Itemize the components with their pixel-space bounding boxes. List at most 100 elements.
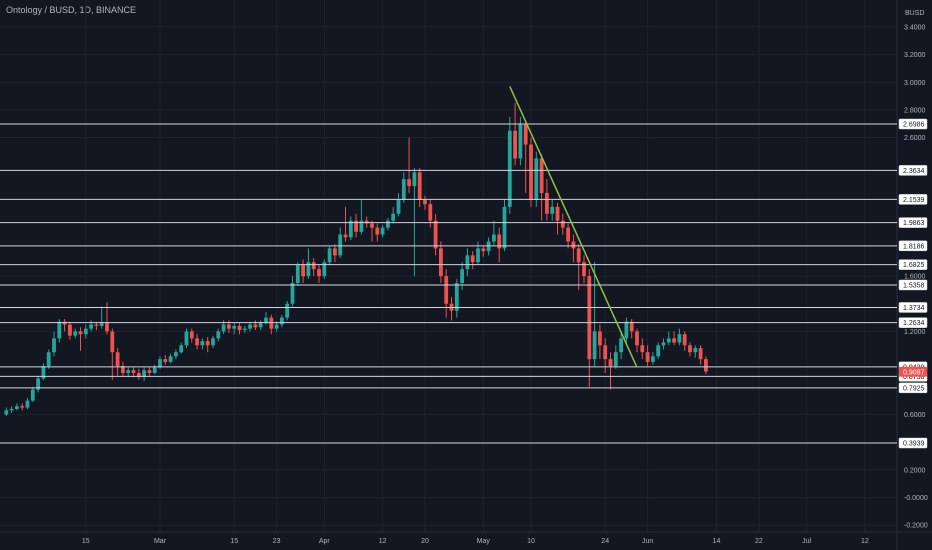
candle-body [227, 324, 231, 329]
candle-body [476, 248, 480, 263]
candle-body [417, 172, 422, 200]
candle-body [507, 130, 512, 207]
candle-body [237, 325, 242, 331]
candle-body [78, 331, 83, 335]
candle-body [147, 370, 152, 373]
candle-body [99, 323, 104, 326]
price-tick-label: 2.8000 [904, 107, 926, 114]
candle-body [295, 265, 300, 283]
candle-body [285, 303, 290, 318]
time-tick-label: May [477, 538, 491, 545]
candle-body [539, 158, 544, 194]
candle-body [317, 269, 321, 277]
candle-body [30, 389, 35, 401]
candle-body [163, 359, 168, 362]
candle-body [253, 324, 258, 328]
candle-body [518, 123, 523, 159]
price-tick-label: 1.6000 [904, 274, 926, 281]
price-tick-label: 3.2000 [904, 52, 926, 59]
level-label: 2.6986 [903, 122, 925, 129]
candle-body [492, 234, 496, 242]
candle-body [221, 324, 226, 332]
time-tick-label: 10 [527, 538, 535, 545]
candle-body [587, 276, 592, 360]
level-label: 0.3939 [903, 441, 925, 448]
candle-body [168, 356, 173, 362]
candle-body [274, 324, 279, 329]
level-label-box [898, 165, 928, 176]
candle-body [216, 331, 221, 339]
currency-label: BUSD [905, 10, 924, 17]
candle-body [523, 123, 528, 145]
candle-body [280, 317, 284, 325]
candle-body [386, 220, 390, 228]
candle-body [354, 220, 358, 232]
time-tick-label: 24 [601, 538, 609, 545]
candle-body [693, 348, 698, 353]
price-tick-label: 3.0000 [904, 80, 926, 87]
price-tick-label: 3.4000 [904, 24, 926, 31]
time-tick-label: 14 [713, 538, 721, 545]
candle-body [465, 255, 470, 270]
level-label: 1.9863 [903, 220, 925, 227]
candle-body [672, 338, 676, 343]
candle-body [52, 338, 56, 353]
level-label: 2.1539 [903, 197, 925, 204]
candle-body [661, 342, 666, 346]
level-label: 2.3634 [903, 168, 925, 175]
candle-body [195, 338, 199, 346]
candle-body [613, 352, 618, 367]
candle-body [481, 248, 486, 252]
candle-body [375, 227, 380, 235]
candle-body [242, 328, 247, 331]
candle-body [9, 408, 14, 411]
candle-body [396, 199, 401, 214]
candle-body [364, 220, 369, 224]
chart-title: Ontology / BUSD, 1D, BINANCE [6, 5, 137, 15]
trendline[interactable] [509, 86, 638, 368]
candle-body [439, 248, 443, 277]
candle-body [666, 338, 671, 343]
time-tick-label: Mar [154, 538, 167, 545]
time-tick-label: Jul [802, 538, 811, 545]
candle-body [497, 234, 502, 249]
candle-body [470, 255, 475, 263]
level-label-box [898, 194, 928, 205]
time-tick-label: Jun [642, 538, 653, 545]
candle-body [200, 341, 205, 346]
candle-body [89, 324, 93, 329]
candle-body [184, 331, 189, 346]
price-tick-label: 1.2000 [904, 329, 926, 336]
candle-body [136, 372, 141, 378]
candle-body [115, 352, 120, 367]
price-tick-label: 0.2000 [904, 467, 926, 474]
candle-body [15, 406, 19, 409]
candle-body [433, 220, 438, 249]
level-label: 1.2634 [903, 320, 925, 327]
candle-body [131, 370, 136, 373]
level-label: 1.5358 [903, 282, 925, 289]
candle-body [645, 352, 650, 362]
candle-body [454, 282, 459, 311]
candle-body [248, 324, 252, 329]
candle-body [582, 262, 586, 277]
candle-body [232, 325, 237, 329]
level-label-box [898, 382, 928, 394]
candle-body [698, 348, 703, 360]
candle-body [57, 321, 62, 339]
candle-body [83, 328, 88, 335]
time-tick-label: Apr [319, 538, 331, 545]
level-label: 1.3734 [903, 305, 925, 312]
candle-body [311, 262, 316, 270]
candle-body [576, 248, 581, 263]
current-price-label: 0.9087 [903, 369, 925, 376]
candle-body [41, 366, 46, 379]
level-label-box [898, 240, 928, 252]
candle-body [205, 341, 210, 346]
candle-body [359, 220, 364, 232]
candle-body [36, 378, 40, 390]
candle-body [534, 158, 539, 200]
candle-body [529, 144, 533, 200]
candle-body [550, 206, 555, 214]
